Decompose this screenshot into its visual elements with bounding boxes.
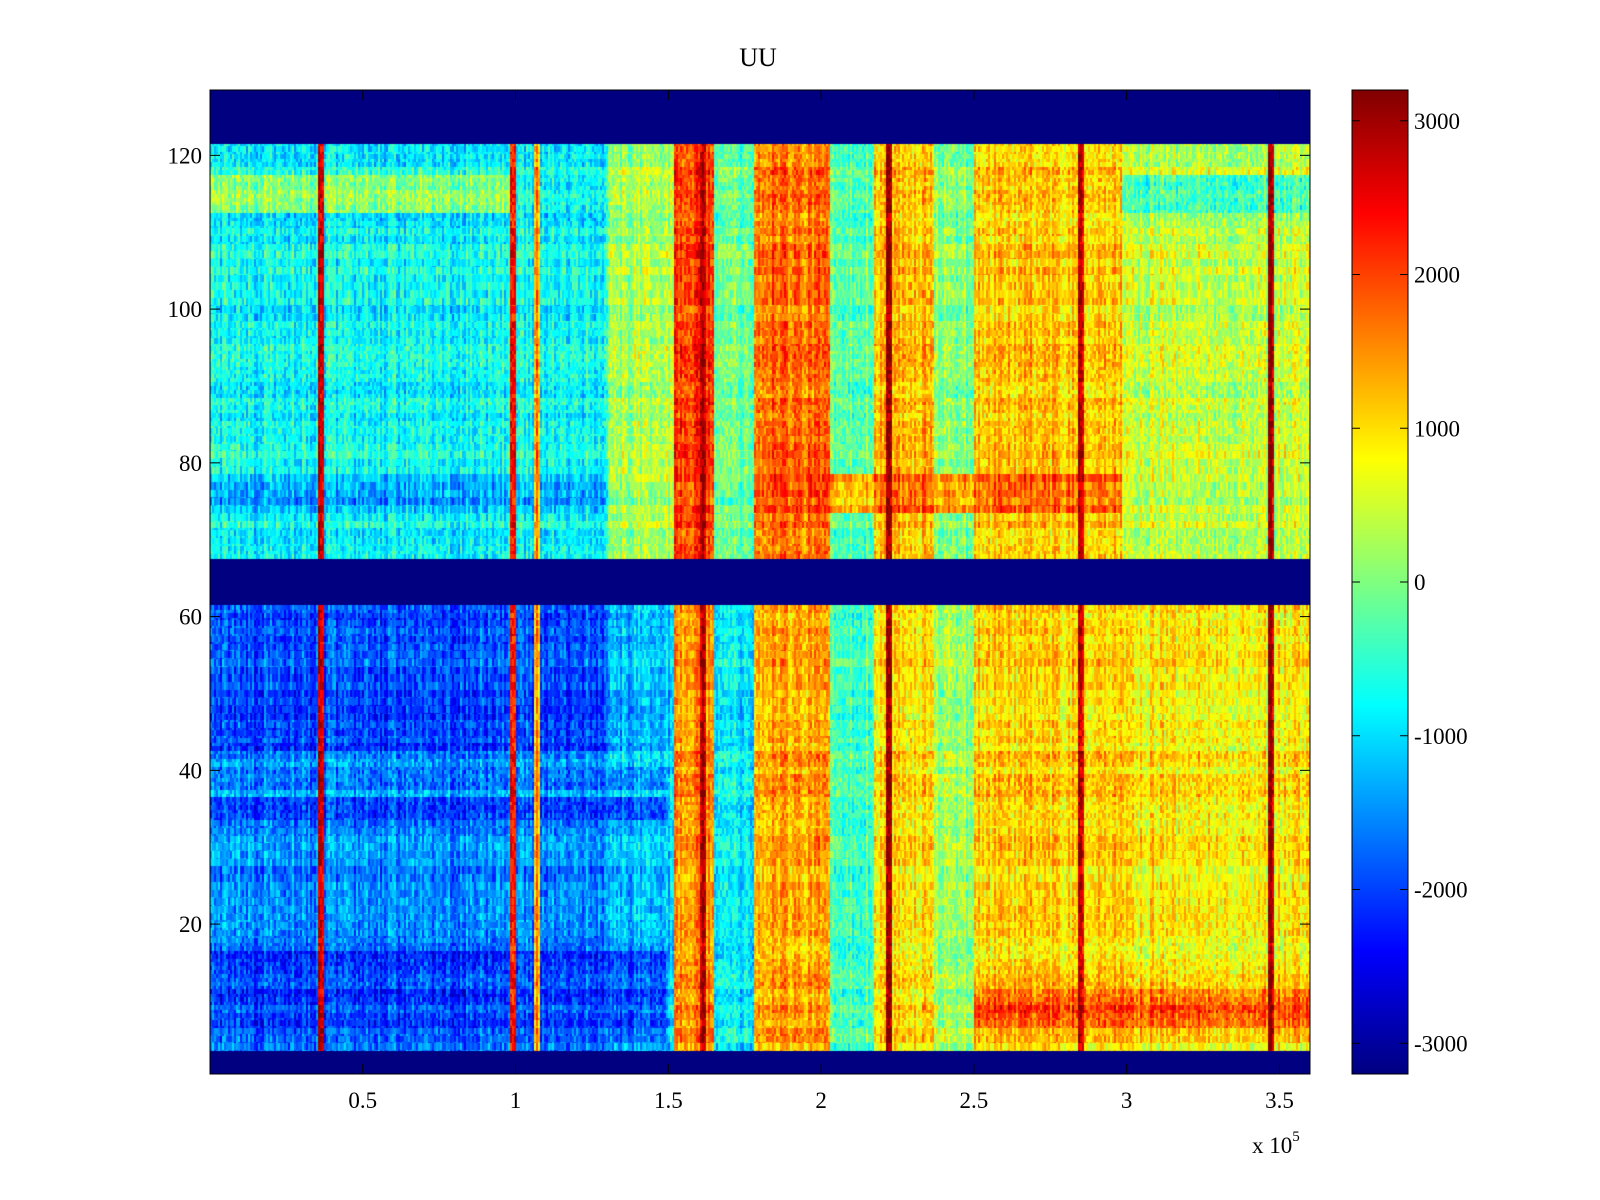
x-tick-label: 0.5	[348, 1088, 377, 1113]
y-axis: 20 40 60 80 100 120	[168, 143, 1310, 937]
svg-text:x 105: x 105	[1252, 1129, 1300, 1158]
heatmap-canvas	[210, 90, 1310, 1074]
y-tick-label: 80	[179, 451, 202, 476]
y-tick-label: 120	[168, 143, 203, 168]
colorbar-tick-label: 3000	[1414, 109, 1460, 134]
colorbar-tick-label: -2000	[1414, 878, 1468, 903]
colorbar-tick-label: 0	[1414, 570, 1426, 595]
y-tick-label: 100	[168, 297, 203, 322]
x-tick-label: 3	[1121, 1088, 1133, 1113]
colorbar-tick-label: -1000	[1414, 724, 1468, 749]
chart-title: UU	[739, 43, 777, 72]
colorbar-tick-label: 1000	[1414, 416, 1460, 441]
colorbar: -3000 -2000 -1000 0 1000 2000 3000	[1351, 89, 1468, 1075]
plot-frame	[209, 89, 1311, 1075]
x-tick-label: 2.5	[960, 1088, 989, 1113]
colorbar-tick-label: -3000	[1414, 1031, 1468, 1056]
x-axis: 0.5 1 1.5 2 2.5 3 3.5	[348, 90, 1294, 1113]
colorbar-gradient	[1351, 89, 1409, 1075]
x-multiplier-exponent: 5	[1292, 1129, 1300, 1145]
y-tick-label: 60	[179, 605, 202, 630]
colorbar-ticks: -3000 -2000 -1000 0 1000 2000 3000	[1352, 109, 1468, 1056]
x-tick-label: 2	[815, 1088, 827, 1113]
x-multiplier-base: x 10	[1252, 1133, 1292, 1158]
x-tick-label: 3.5	[1265, 1088, 1294, 1113]
plot-area	[209, 89, 1311, 1075]
x-tick-label: 1	[510, 1088, 522, 1113]
x-axis-multiplier: x 105	[1252, 1129, 1300, 1158]
y-tick-label: 40	[179, 758, 202, 783]
colorbar-tick-label: 2000	[1414, 263, 1460, 288]
x-tick-label: 1.5	[654, 1088, 683, 1113]
y-tick-label: 20	[179, 912, 202, 937]
